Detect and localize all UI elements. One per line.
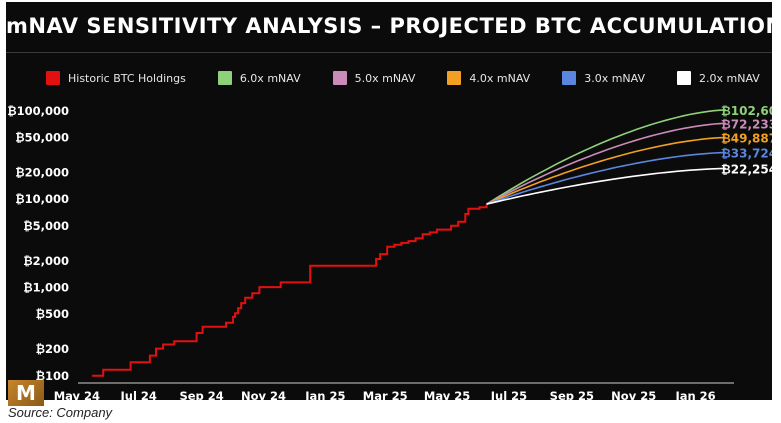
y-tick-label: ₿5,000 [23,219,69,233]
legend-swatch-3x [562,71,577,85]
y-tick-label: ₿200 [36,342,69,356]
x-tick-label: Nov 24 [241,389,286,400]
legend-item-5x: 5.0x mNAV [332,71,416,85]
series-end-label: ₿72,233 [721,117,772,131]
legend-label-3x: 3.0x mNAV [584,71,645,85]
source-note: Source: Company [8,405,113,420]
legend-label-2x: 2.0x mNAV [699,71,760,85]
chart-legend: Historic BTC Holdings 6.0x mNAV 5.0x mNA… [46,71,760,85]
x-tick-label: May 25 [424,389,470,400]
y-tick-label: ₿100,000 [7,104,69,118]
x-tick-label: Nov 25 [611,389,656,400]
legend-swatch-2x [677,71,691,85]
series-end-label: ₿33,724 [721,147,772,161]
y-tick-label: ₿100 [36,369,69,383]
series-line-projection [486,109,727,205]
legend-label-historic: Historic BTC Holdings [68,71,186,85]
legend-swatch-5x [332,71,347,85]
x-tick-label: Jul 24 [120,389,157,400]
chart-plot-area: ₿100 ₿200 ₿500 ₿1,000 ₿2,000 ₿5,000 ₿10,000 ₿20… [7,104,772,400]
chart-title: mNAV SENSITIVITY ANALYSIS – PROJECTED BT… [6,14,781,38]
legend-item-2x: 2.0x mNAV [677,71,760,85]
y-tick-label: ₿500 [36,307,69,321]
series-line-projection [486,151,727,205]
legend-item-4x: 4.0x mNAV [447,71,530,85]
y-tick-label: ₿50,000 [15,130,69,144]
legend-item-historic: Historic BTC Holdings [46,71,186,85]
company-logo: M [8,380,44,406]
legend-swatch-historic [46,71,60,85]
legend-item-3x: 3.0x mNAV [562,71,645,85]
legend-label-4x: 4.0x mNAV [469,71,531,85]
legend-label-5x: 5.0x mNAV [354,71,416,85]
x-tick-label: Sep 25 [550,389,594,400]
x-tick-label: Mar 25 [363,389,408,400]
legend-swatch-4x [447,71,462,85]
x-tick-label: Jul 25 [490,389,527,400]
chart-panel: mNAV SENSITIVITY ANALYSIS – PROJECTED BT… [6,2,781,400]
series-end-label: ₿22,254 [721,163,772,177]
legend-item-6x: 6.0x mNAV [217,71,301,85]
title-divider [6,52,772,53]
legend-label-6x: 6.0x mNAV [239,71,301,85]
y-tick-label: ₿2,000 [23,254,69,268]
y-tick-label: ₿1,000 [23,280,69,294]
series-line-projection [486,122,727,205]
series-end-label: ₿49,887 [721,132,772,146]
x-tick-label: Sep 24 [179,389,223,400]
y-tick-label: ₿10,000 [15,192,69,206]
series-line-projection [486,136,727,205]
legend-swatch-6x [217,71,232,85]
series-line-projection [486,167,727,205]
series-end-label: ₿102,606 [721,104,772,118]
series-line-historic [92,204,488,377]
y-tick-label: ₿20,000 [15,166,69,180]
x-tick-label: Jan 25 [304,389,345,400]
x-tick-label: Jan 26 [674,389,715,400]
x-tick-label: May 24 [54,389,100,400]
